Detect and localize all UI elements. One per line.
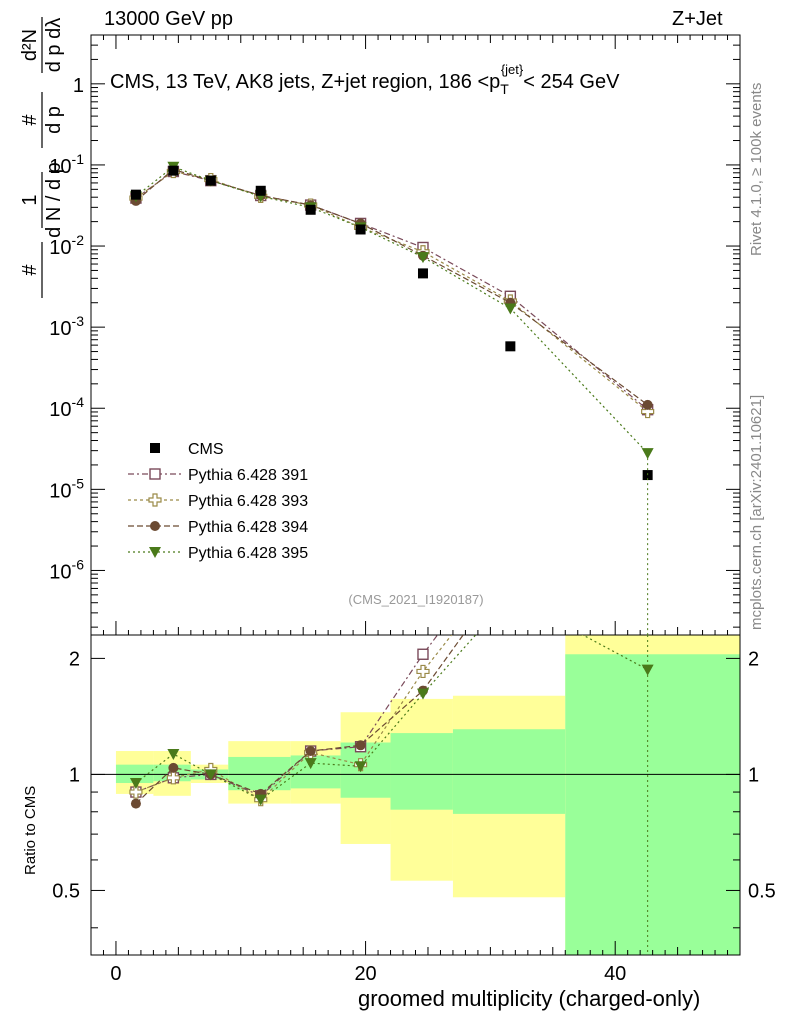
cms-point xyxy=(305,204,316,215)
legend-label: Pythia 6.428 393 xyxy=(188,493,308,510)
ratio-point xyxy=(417,648,429,660)
ratio-tick-label-left: 2 xyxy=(69,648,80,670)
legend-label: Pythia 6.428 395 xyxy=(188,545,308,562)
ratio-point xyxy=(354,761,367,773)
ratio-tick-label-left: 1 xyxy=(69,764,80,786)
series-point xyxy=(416,252,429,264)
mcplots-label: mcplots.cern.ch [arXiv:2401.10621] xyxy=(748,394,765,630)
ylabel-one-num: 1 xyxy=(19,194,41,205)
ylabel-d2n-num: d²N xyxy=(19,29,41,61)
series-point xyxy=(642,399,653,410)
legend-label-cms: CMS xyxy=(188,441,224,458)
watermark: (CMS_2021_I1920187) xyxy=(348,592,483,607)
ratio-point xyxy=(355,740,366,751)
legend-marker xyxy=(150,521,160,531)
ratio-tick-label-left: 0.5 xyxy=(52,880,80,902)
y-tick-label: 10-1 xyxy=(49,151,84,178)
legend-marker xyxy=(149,547,161,558)
series-point xyxy=(504,303,517,315)
cms-point xyxy=(168,165,179,176)
y-tick-label: 10-3 xyxy=(49,313,84,340)
y-tick-label: 10-2 xyxy=(49,232,84,259)
ratio-point xyxy=(304,758,317,770)
band-inner xyxy=(390,733,453,810)
ratio-point xyxy=(305,746,316,757)
legend: CMS Pythia 6.428 391 Pythia 6.428 393 Pythi… xyxy=(128,441,308,562)
ylabel-one-den: d N / d p xyxy=(43,162,65,238)
x-tick-label: 40 xyxy=(604,963,626,985)
legend-label: Pythia 6.428 394 xyxy=(188,519,308,536)
ratio-ylabel: Ratio to CMS xyxy=(22,785,39,875)
cms-point xyxy=(130,189,141,200)
header-left: 13000 GeV pp xyxy=(104,8,233,30)
cms-point xyxy=(355,224,366,235)
series-4 xyxy=(129,161,654,460)
ratio-tick-label-right: 2 xyxy=(748,648,759,670)
ratio-tick-label-right: 0.5 xyxy=(748,880,776,902)
band-inner xyxy=(565,654,740,955)
series-line xyxy=(135,168,649,406)
ratio-tick-label-right: 1 xyxy=(748,764,759,786)
ratio-point xyxy=(254,794,267,806)
x-tick-label: 20 xyxy=(354,963,376,985)
cms-point xyxy=(417,268,428,279)
y-ticks-main: 10-6 10-5 10-4 10-3 10-2 10-1 1 xyxy=(49,34,740,628)
ylabel-d2n-den: d p dλ xyxy=(43,18,65,72)
series-line xyxy=(135,170,649,413)
ratio-point xyxy=(166,771,180,785)
chart-title: CMS, 13 TeV, AK8 jets, Z+jet region, 186… xyxy=(110,62,620,97)
y-tick-label: 1 xyxy=(73,75,84,97)
series-point xyxy=(641,404,655,419)
ratio-point xyxy=(129,785,143,799)
ratio-point xyxy=(130,798,141,809)
y-tick-label: 10-5 xyxy=(49,475,84,502)
x-tick-label: 0 xyxy=(110,963,121,985)
series-1 xyxy=(130,165,654,416)
band-inner xyxy=(115,764,154,784)
ratio-point xyxy=(167,748,180,760)
y-tick-label: 10-6 xyxy=(49,556,84,583)
series-line xyxy=(135,170,649,411)
ylabel-hash2-den: d p xyxy=(43,106,65,134)
ratio-line xyxy=(135,635,648,801)
x-axis-label: groomed multiplicity (charged-only) xyxy=(358,986,701,1011)
legend-marker-cms xyxy=(150,443,160,453)
ratio-point xyxy=(204,769,217,781)
ratio-series-4 xyxy=(129,635,654,806)
x-ticks: 0 20 40 xyxy=(90,35,741,985)
series-line xyxy=(135,166,649,454)
ratio-point xyxy=(168,762,179,773)
y-ticks-ratio: 0.5 0.5 1 1 2 2 xyxy=(52,648,776,929)
y-tick-label: 10-4 xyxy=(49,394,84,421)
cms-point xyxy=(505,341,516,352)
ratio-point xyxy=(416,688,429,700)
rivet-label: Rivet 4.1.0, ≥ 100k events xyxy=(748,82,765,256)
band-inner xyxy=(452,729,566,814)
header-right: Z+Jet xyxy=(672,8,723,30)
cms-points xyxy=(130,165,653,481)
series-2 xyxy=(129,164,655,419)
ratio-point xyxy=(129,778,142,790)
cms-point xyxy=(205,175,216,186)
legend-label: Pythia 6.428 391 xyxy=(188,467,308,484)
ylabel-hash-num: # xyxy=(19,264,41,276)
cms-point xyxy=(255,185,266,196)
series-3 xyxy=(130,164,653,410)
ratio-point xyxy=(416,664,430,679)
ylabel-hash2-num: # xyxy=(19,114,41,126)
legend-marker xyxy=(149,468,161,480)
legend-marker xyxy=(148,493,162,507)
band-inner xyxy=(290,755,341,789)
